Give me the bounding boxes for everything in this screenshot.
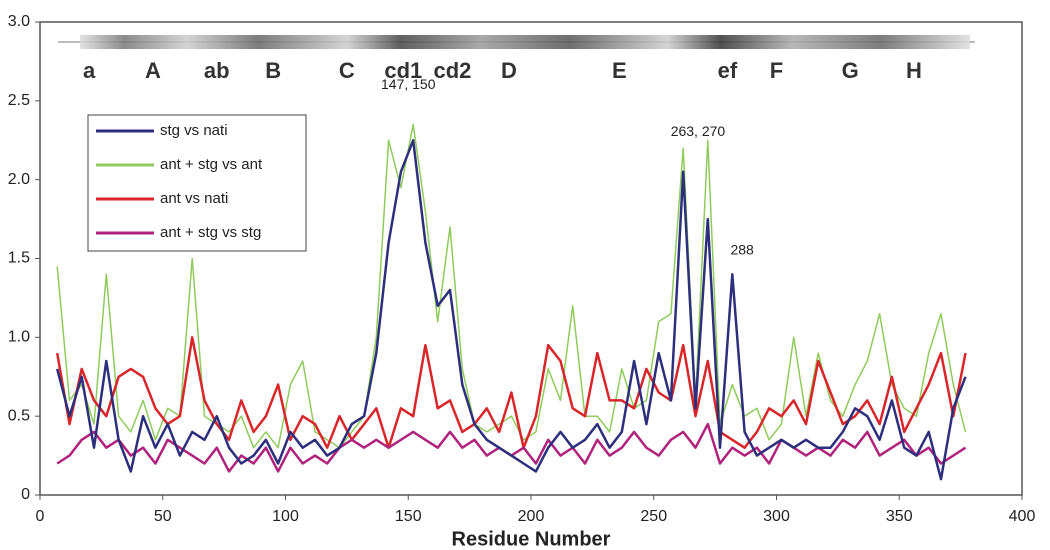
- x-tick-label: 0: [36, 508, 45, 525]
- structure-label: ef: [718, 58, 738, 83]
- structure-label: F: [770, 58, 783, 83]
- structure-label: ab: [204, 58, 230, 83]
- structure-label: H: [906, 58, 922, 83]
- annotation: 288: [730, 241, 754, 257]
- annotation: 263, 270: [671, 123, 726, 139]
- structure-label: D: [501, 58, 517, 83]
- plot-frame: [39, 21, 1023, 496]
- structure-label: B: [265, 58, 281, 83]
- y-tick-label: 1.0: [8, 329, 30, 346]
- structure-label: A: [145, 58, 161, 83]
- y-tick-label: 2.5: [8, 92, 30, 109]
- legend-label: ant + stg vs ant: [160, 156, 263, 173]
- x-tick-label: 250: [640, 508, 667, 525]
- structure-label: cd2: [433, 58, 471, 83]
- legend-label: stg vs nati: [160, 122, 228, 139]
- annotation: 147, 150: [381, 76, 436, 92]
- legend-box: [87, 114, 307, 252]
- x-tick-label: 50: [154, 508, 172, 525]
- x-axis-title: Residue Number: [452, 528, 611, 550]
- x-tick-label: 400: [1009, 508, 1036, 525]
- legend: stg vs nati ant + stg vs ant ant vs nati an…: [87, 114, 307, 252]
- y-tick-label: 0.5: [8, 407, 30, 424]
- y-tick-label: 3.0: [8, 13, 30, 30]
- legend-label: ant + stg vs stg: [160, 224, 261, 241]
- y-tick-label: 1.5: [8, 250, 30, 267]
- structure-label: G: [842, 58, 859, 83]
- structure-label: C: [339, 58, 355, 83]
- x-tick-label: 100: [272, 508, 299, 525]
- x-tick-label: 200: [518, 508, 545, 525]
- legend-label: ant vs nati: [160, 190, 228, 207]
- structure-label: a: [83, 58, 96, 83]
- x-tick-label: 300: [763, 508, 790, 525]
- x-tick-label: 350: [886, 508, 913, 525]
- secondary-structure-bar: [80, 35, 970, 49]
- structure-label: E: [612, 58, 627, 83]
- structure-label: cd1: [384, 58, 422, 83]
- y-tick-label: 2.0: [8, 171, 30, 188]
- x-tick-label: 150: [395, 508, 422, 525]
- series-line: [56, 123, 967, 449]
- y-tick-label: 0: [21, 486, 30, 503]
- series-line: [55, 139, 967, 481]
- series-line: [55, 336, 967, 449]
